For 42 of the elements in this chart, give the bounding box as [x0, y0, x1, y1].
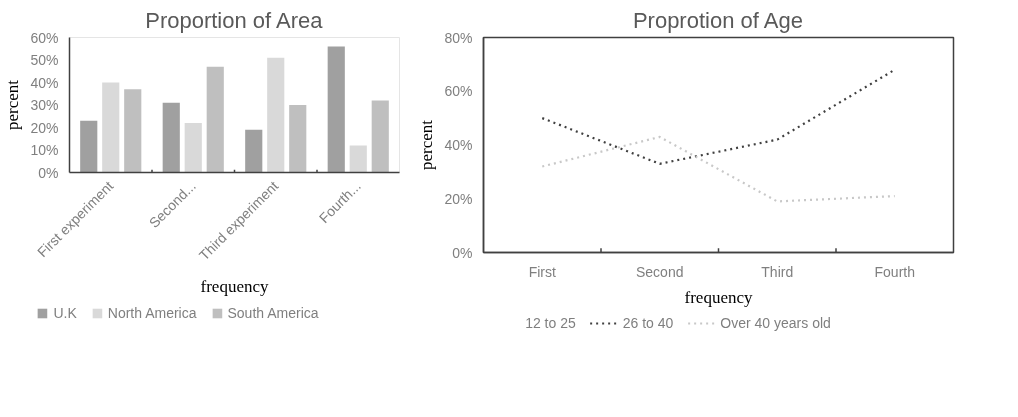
legend-label: 26 to 40 — [622, 315, 674, 331]
y-tick-label: 0% — [38, 164, 59, 181]
bar — [80, 120, 98, 173]
line-series — [541, 135, 896, 203]
bar — [206, 66, 224, 173]
y-tick-label: 60% — [30, 29, 59, 46]
legend-label: U.K — [53, 305, 77, 321]
bar — [349, 145, 367, 173]
x-axis-title: frequency — [200, 277, 269, 297]
y-tick-label: 0% — [452, 244, 473, 261]
y-tick-label: 30% — [30, 97, 59, 113]
bar — [267, 57, 285, 173]
bar — [124, 89, 142, 173]
bar — [327, 46, 345, 173]
y-tick-label: 10% — [30, 142, 59, 158]
x-tick-label: Second — [636, 263, 684, 280]
bar — [162, 102, 180, 173]
y-tick-label: 20% — [30, 119, 59, 136]
y-tick-label: 60% — [444, 83, 473, 100]
y-axis-title: percent — [417, 119, 437, 171]
bar — [289, 105, 307, 173]
legend-label: Over 40 years old — [720, 315, 831, 331]
legend-label: South America — [227, 305, 319, 321]
y-tick-label: 20% — [444, 190, 473, 207]
x-tick-label: Fourth — [874, 263, 915, 280]
line-series — [541, 68, 896, 165]
chart-title: Proprotion of Age — [632, 7, 803, 33]
bar — [371, 100, 389, 173]
y-tick-label: 40% — [444, 137, 473, 153]
bar — [102, 82, 120, 173]
x-tick-label: Third — [761, 263, 794, 280]
y-axis-title: percent — [3, 79, 23, 131]
x-tick-label: First — [528, 263, 556, 280]
x-axis-title: frequency — [684, 287, 753, 307]
chart-title: Proportion of Area — [145, 7, 324, 33]
legend-label: North America — [107, 305, 197, 321]
bar — [245, 129, 263, 173]
y-tick-label: 50% — [30, 52, 59, 68]
y-tick-label: 40% — [30, 74, 59, 91]
text: 12 to 25 — [525, 315, 576, 331]
y-tick-label: 80% — [444, 29, 473, 46]
bar — [184, 123, 202, 173]
